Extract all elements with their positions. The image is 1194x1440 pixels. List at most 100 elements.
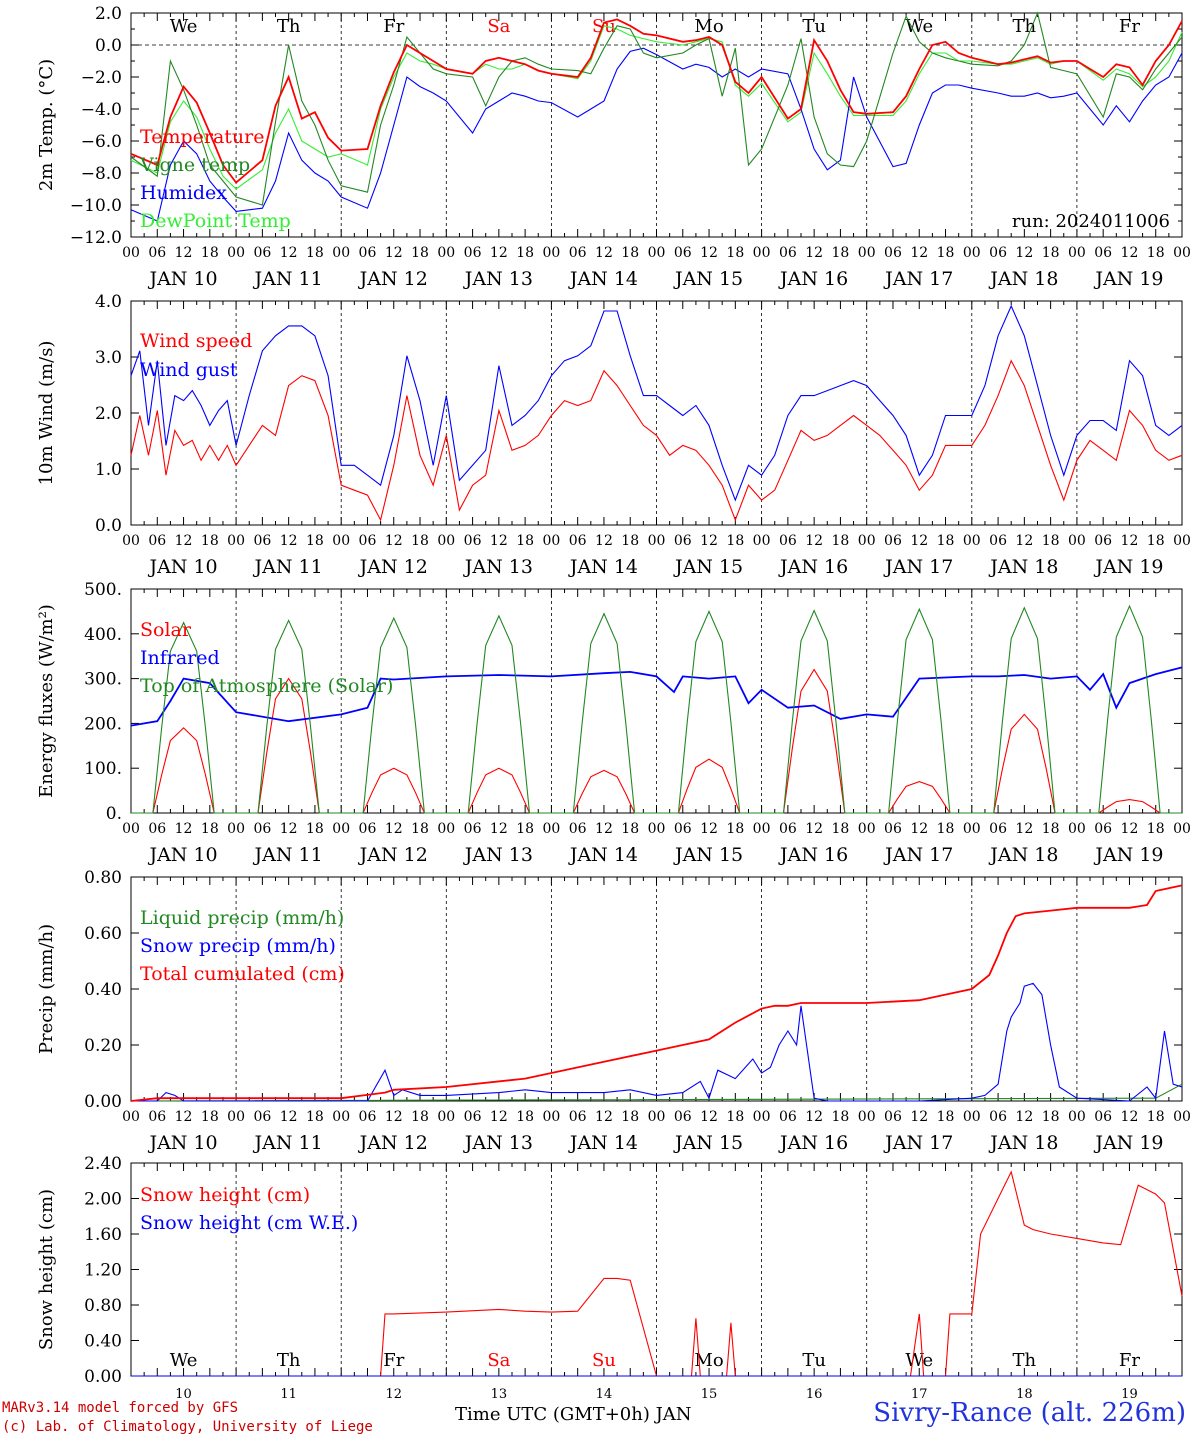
x-hour-label: 00 [648, 245, 666, 261]
x-hour-label: 06 [1094, 533, 1112, 549]
x-hour-label: 00 [437, 245, 455, 261]
x-day-number: 18 [1016, 1387, 1033, 1402]
x-hour-label: 12 [700, 821, 718, 837]
x-hour-label: 12 [280, 821, 298, 837]
x-day-label: JAN 13 [463, 844, 533, 866]
weekday-label: Mo [694, 1350, 723, 1371]
x-hour-label: 18 [621, 821, 639, 837]
x-day-label: JAN 11 [253, 268, 323, 290]
x-day-label: JAN 12 [358, 268, 428, 290]
x-hour-label: 18 [411, 533, 429, 549]
x-hour-label: 00 [122, 1109, 140, 1125]
x-day-label: JAN 17 [883, 268, 953, 290]
credit-line-lab: (c) Lab. of Climatology, University of L… [2, 1419, 373, 1435]
y-tick-label: 500. [84, 580, 122, 600]
weekday-label: Sa [487, 16, 510, 37]
x-hour-label: 18 [516, 1109, 534, 1125]
x-day-label: JAN 16 [778, 268, 848, 290]
x-hour-label: 00 [753, 821, 771, 837]
series-line-infrared [130, 666, 1183, 727]
chart-panel-5: 2.40 2.00 1.60 1.20 0.80 0.40 0.00 Snow height … [36, 1154, 1183, 1402]
y-tick-label: 2.40 [84, 1154, 122, 1174]
x-hour-label: 18 [832, 1109, 850, 1125]
x-hour-label: 18 [201, 1109, 219, 1125]
x-hour-label: 18 [621, 245, 639, 261]
x-hour-label: 12 [280, 1109, 298, 1125]
x-hour-label: 06 [989, 533, 1007, 549]
weekday-label: Tu [802, 1350, 826, 1371]
chart-panel-2: 4.0 3.0 2.0 1.0 0.0 10m Wind (m/s) 00 06 12 18 00 0… [36, 292, 1191, 578]
x-hour-label: 06 [253, 821, 271, 837]
x-hour-label: 18 [726, 821, 744, 837]
x-day-label: JAN 10 [147, 844, 217, 866]
y-tick-label: 0.00 [84, 1092, 122, 1112]
x-hour-label: 00 [1173, 821, 1191, 837]
x-hour-label: 12 [595, 821, 613, 837]
y-tick-label: 2.0 [95, 4, 122, 24]
x-hour-label: 06 [253, 533, 271, 549]
x-hour-label: 06 [464, 1109, 482, 1125]
x-hour-label: 12 [385, 533, 403, 549]
weekday-label: Th [1013, 16, 1037, 37]
x-day-label: JAN 14 [568, 268, 638, 290]
y-axis-label: Energy fluxes (W/m²) [36, 604, 57, 798]
x-hour-label: 18 [1042, 245, 1060, 261]
y-tick-label: 300. [84, 670, 122, 690]
x-hour-label: 00 [753, 533, 771, 549]
series-line-wind-gust [130, 304, 1183, 502]
x-hour-label: 12 [595, 245, 613, 261]
x-hour-label: 12 [910, 1109, 928, 1125]
x-day-label: JAN 16 [778, 556, 848, 578]
y-tick-label: 2.00 [84, 1190, 122, 1210]
x-hour-label: 12 [175, 1109, 193, 1125]
x-day-label: JAN 10 [147, 1132, 217, 1154]
x-hour-label: 18 [306, 821, 324, 837]
legend-entry: DewPoint Temp [140, 210, 291, 232]
weekday-label: We [905, 16, 933, 37]
x-hour-label: 00 [1068, 821, 1086, 837]
x-hour-label: 12 [490, 821, 508, 837]
x-hour-label: 12 [175, 821, 193, 837]
x-hour-label: 12 [910, 245, 928, 261]
legend-entry: Humidex [140, 182, 227, 204]
x-hour-label: 18 [832, 821, 850, 837]
x-day-label: JAN 13 [463, 268, 533, 290]
y-tick-label: 0.00 [84, 1367, 122, 1387]
x-hour-label: 00 [542, 245, 560, 261]
x-hour-label: 18 [726, 1109, 744, 1125]
x-hour-label: 12 [805, 1109, 823, 1125]
x-hour-label: 06 [569, 245, 587, 261]
run-label: run: 2024011006 [1012, 211, 1170, 232]
weekday-label: We [905, 1350, 933, 1371]
weekday-label: Tu [802, 16, 826, 37]
x-day-label: JAN 17 [883, 556, 953, 578]
series-line-wind-speed [130, 359, 1183, 522]
x-hour-label: 12 [490, 533, 508, 549]
legend-entry: Wind gust [140, 359, 238, 381]
x-hour-label: 12 [1121, 1109, 1139, 1125]
weekday-label: Fr [1119, 16, 1140, 37]
weekday-label: Fr [1119, 1350, 1140, 1371]
x-day-label: JAN 12 [358, 556, 428, 578]
x-hour-label: 12 [175, 533, 193, 549]
weekday-label: Su [592, 1350, 616, 1371]
x-hour-label: 00 [1173, 533, 1191, 549]
x-hour-label: 00 [332, 245, 350, 261]
x-hour-label: 00 [858, 245, 876, 261]
x-hour-label: 12 [280, 533, 298, 549]
x-hour-label: 06 [253, 1109, 271, 1125]
x-hour-label: 00 [542, 1109, 560, 1125]
x-hour-label: 00 [858, 1109, 876, 1125]
x-hour-label: 06 [359, 821, 377, 837]
x-axis-title: Time UTC (GMT+0h) JAN [455, 1404, 692, 1425]
x-day-label: JAN 14 [568, 844, 638, 866]
y-tick-label: 0.40 [84, 980, 122, 1000]
x-hour-label: 00 [332, 533, 350, 549]
x-day-label: JAN 18 [988, 268, 1058, 290]
weekday-label: Mo [694, 16, 723, 37]
x-hour-label: 06 [464, 533, 482, 549]
x-day-label: JAN 12 [358, 844, 428, 866]
x-day-label: JAN 18 [988, 1132, 1058, 1154]
y-tick-label: 0.0 [95, 36, 122, 56]
